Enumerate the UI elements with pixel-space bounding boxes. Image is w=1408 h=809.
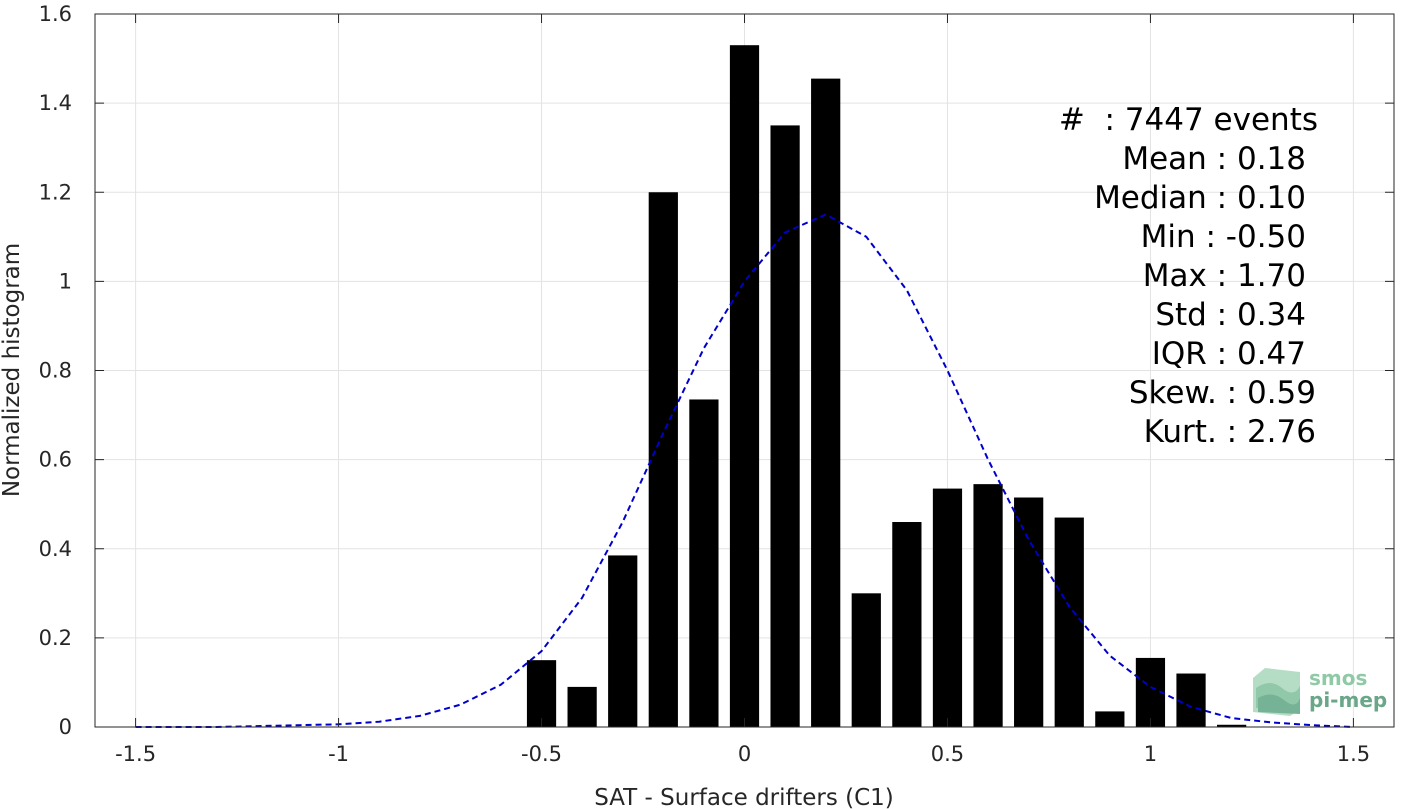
- histogram-bar: [648, 192, 678, 727]
- x-tick-labels: -1.5 -1 -0.5 0 0.5 1 1.5: [115, 742, 1370, 766]
- histogram-bar: [851, 593, 881, 727]
- x-tick-label: 0: [738, 742, 751, 766]
- histogram-bar: [608, 555, 638, 727]
- logo-text-smos: smos: [1309, 666, 1367, 690]
- y-tick-label: 0.2: [39, 626, 72, 650]
- histogram-bar: [932, 488, 963, 727]
- histogram-bar: [1176, 673, 1206, 727]
- stat-min: Min : -0.50: [1141, 219, 1306, 255]
- x-tick-label: -1: [328, 742, 349, 766]
- y-tick-label: 1: [59, 269, 72, 293]
- y-tick-label: 0.8: [39, 359, 72, 383]
- histogram-bar: [1217, 724, 1247, 727]
- histogram-bar: [1095, 711, 1125, 727]
- histogram-bar: [973, 484, 1003, 727]
- axis-ticks: [95, 13, 1394, 728]
- histogram-bar: [729, 45, 760, 728]
- stat-mean: Mean : 0.18: [1122, 141, 1306, 177]
- stat-events: # : 7447 events: [1059, 102, 1318, 138]
- logo-waves-icon: [1253, 668, 1300, 716]
- histogram-bar: [526, 660, 557, 727]
- stat-median: Median : 0.10: [1094, 180, 1306, 216]
- stats-box: # : 7447 events Mean : 0.18 Median : 0.1…: [1059, 102, 1318, 450]
- stat-max: Max : 1.70: [1143, 258, 1306, 294]
- y-tick-label: 0: [59, 715, 72, 739]
- y-tick-label: 1.4: [39, 91, 72, 115]
- histogram-bar: [689, 399, 719, 727]
- histogram-bar: [1014, 497, 1044, 727]
- y-tick-label: 1.6: [39, 2, 72, 26]
- x-tick-label: 1: [1144, 742, 1157, 766]
- histogram-bar: [811, 78, 841, 728]
- x-tick-label: 1.5: [1337, 742, 1370, 766]
- y-tick-label: 0.4: [39, 537, 72, 561]
- histogram-bar: [770, 125, 800, 727]
- histogram-bar: [892, 522, 922, 727]
- logo-text-pimep: pi-mep: [1309, 688, 1387, 712]
- x-tick-label: -1.5: [115, 742, 156, 766]
- histogram-bar: [567, 686, 597, 727]
- stat-std: Std : 0.34: [1155, 297, 1306, 333]
- histogram-bars: [526, 45, 1247, 728]
- y-tick-label: 1.2: [39, 180, 72, 204]
- smos-pimep-logo: smos pi-mep: [1253, 666, 1387, 716]
- stat-skew: Skew. : 0.59: [1129, 375, 1316, 411]
- y-tick-label: 0.6: [39, 448, 72, 472]
- x-tick-label: -0.5: [521, 742, 562, 766]
- histogram-bar: [1054, 517, 1084, 727]
- x-tick-label: 0.5: [931, 742, 964, 766]
- y-tick-labels: 0 0.2 0.4 0.6 0.8 1 1.2 1.4 1.6: [39, 2, 72, 739]
- stat-iqr: IQR : 0.47: [1152, 336, 1306, 372]
- x-axis-label: SAT - Surface drifters (C1): [594, 785, 894, 809]
- stat-kurt: Kurt. : 2.76: [1144, 414, 1316, 450]
- y-axis-label: Normalized histogram: [0, 243, 25, 497]
